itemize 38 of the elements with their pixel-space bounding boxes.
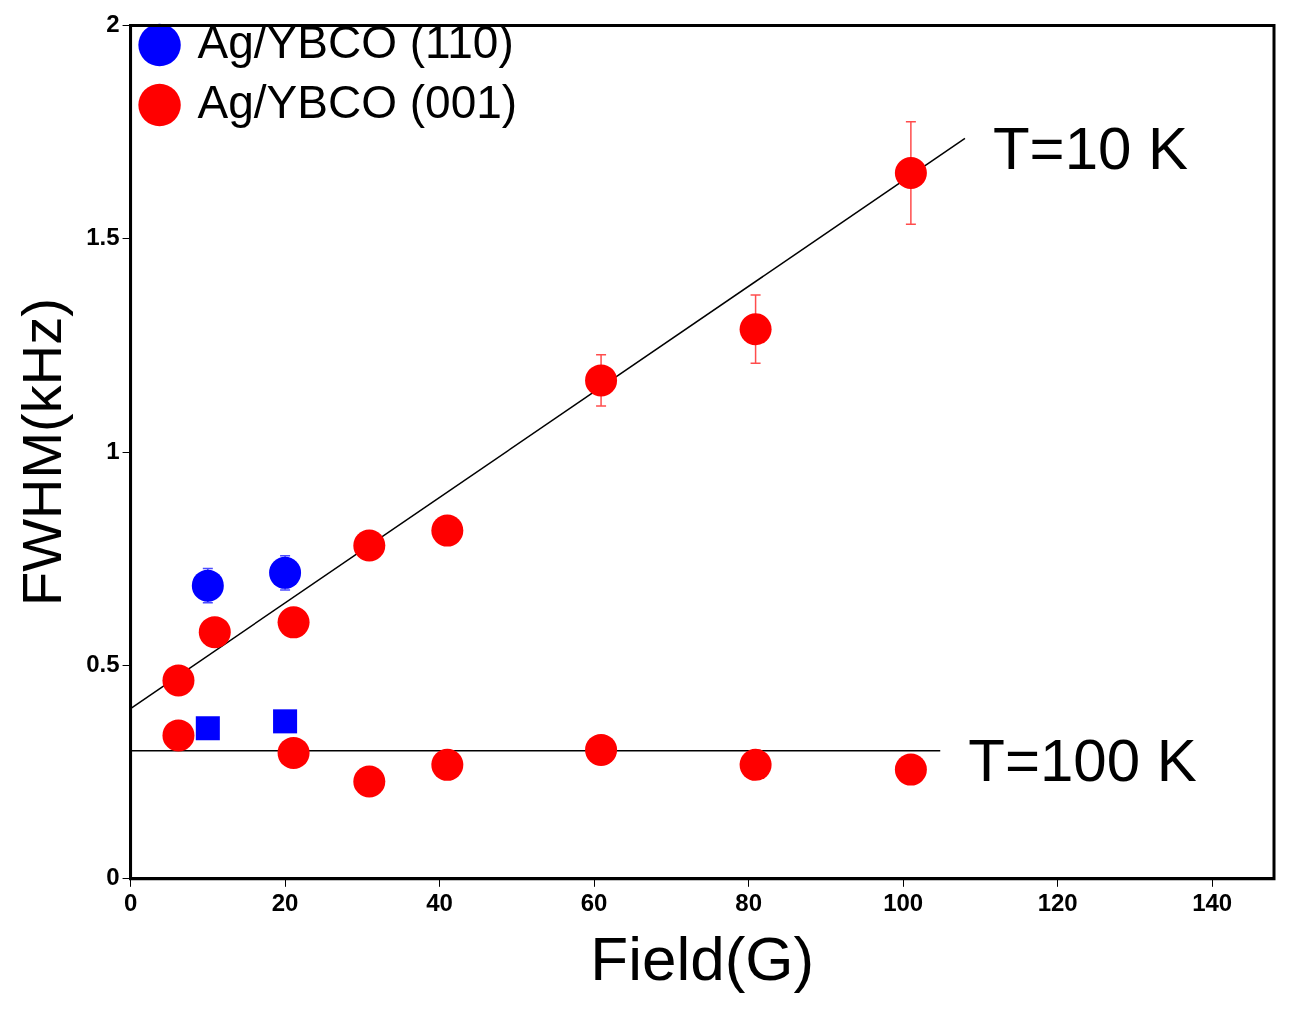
x-tick-label: 100 [883, 888, 924, 916]
point [894, 753, 927, 786]
x-axis-title: Field(G) [590, 923, 815, 993]
point [353, 529, 386, 562]
point [277, 606, 310, 639]
point [431, 514, 464, 547]
point [277, 736, 310, 769]
point [195, 716, 220, 741]
y-tick-label: 1.5 [86, 223, 120, 251]
point [894, 157, 927, 190]
point [353, 765, 386, 798]
point [191, 569, 224, 602]
annotation: T=100 K [968, 727, 1197, 795]
y-axis-title: FWHM(kHz) [10, 298, 74, 607]
point [585, 733, 618, 766]
y-tick-label: 2 [106, 10, 120, 38]
x-tick-label: 60 [580, 888, 608, 916]
x-tick-label: 140 [1192, 888, 1233, 916]
point [585, 364, 618, 397]
point [198, 616, 231, 649]
point [269, 556, 302, 589]
point [273, 709, 298, 734]
annotation: T=10 K [992, 115, 1189, 183]
y-tick-label: 1 [106, 436, 120, 464]
legend-label: Ag/YBCO (110) [197, 15, 514, 68]
x-tick-label: 20 [271, 888, 299, 916]
x-tick-label: 120 [1037, 888, 1078, 916]
y-tick-label: 0.5 [86, 650, 120, 678]
x-tick-label: 80 [735, 888, 762, 916]
point [431, 748, 464, 781]
x-tick-label: 40 [426, 888, 453, 916]
legend-label: Ag/YBCO (001) [197, 75, 518, 128]
point [162, 664, 195, 697]
point [739, 748, 772, 781]
x-tick-label: 0 [123, 888, 138, 916]
point [162, 719, 195, 752]
y-tick-label: 0 [106, 863, 120, 891]
point [739, 313, 772, 346]
